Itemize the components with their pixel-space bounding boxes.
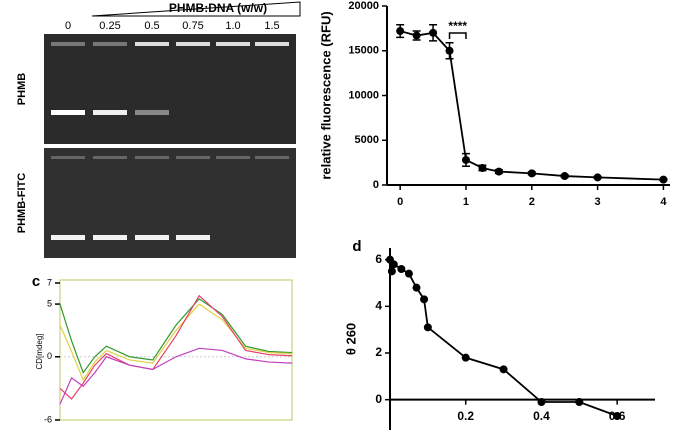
panel-label: d [352, 238, 361, 255]
y-tick-label: 5000 [355, 134, 379, 146]
y-tick-label: 15000 [348, 45, 379, 57]
x-tick-label: 1 [463, 196, 469, 208]
gel-header: PHMB:DNA (w/w) [169, 1, 267, 15]
gradient-wedge [91, 1, 301, 17]
annotation: **** [448, 19, 467, 33]
y-axis-label: CD[mdeg] [35, 333, 44, 369]
data-point [575, 398, 584, 406]
data-point [404, 269, 413, 278]
band [176, 235, 210, 240]
x-tick-label: 2 [529, 196, 535, 208]
band [93, 235, 127, 240]
y-tick-label: 5 [47, 298, 52, 308]
gel-row-label: PHMB [16, 73, 28, 105]
data-point [659, 175, 668, 184]
data-point [423, 323, 432, 332]
plot-frame [59, 279, 293, 421]
data-point [429, 28, 438, 37]
panel-label: c [32, 273, 40, 290]
well [93, 156, 127, 159]
well [51, 156, 85, 159]
series-line [59, 347, 293, 405]
x-tick-label: 0 [397, 196, 403, 208]
band [135, 235, 169, 240]
lane-label: 0 [65, 20, 71, 32]
x-tick-label: 4 [660, 196, 667, 208]
y-tick-label: 10000 [348, 89, 379, 101]
well [93, 42, 127, 46]
data-point [560, 172, 569, 181]
data-point [494, 167, 503, 176]
y-tick-label: 6 [375, 252, 382, 266]
significance-bracket [448, 32, 467, 40]
series-line [59, 303, 293, 382]
x-tick-label: 0.2 [457, 409, 474, 423]
well [216, 156, 250, 159]
well [51, 42, 85, 46]
well [216, 42, 250, 46]
data-point [537, 398, 546, 406]
well [176, 42, 210, 46]
band [93, 110, 127, 115]
data-point [412, 283, 421, 292]
band [51, 110, 85, 115]
y-tick-label: 4 [375, 299, 382, 313]
well [176, 156, 210, 159]
y-axis-label: relative fluorescence (RFU) [318, 11, 333, 179]
gel-top [44, 34, 296, 144]
series-line [399, 30, 664, 181]
well [255, 42, 289, 46]
series-line [389, 259, 618, 417]
data-point [461, 353, 470, 362]
well [135, 156, 169, 159]
y-tick-label: 0 [47, 351, 52, 361]
y-tick-label: 2 [375, 345, 382, 359]
data-point [613, 412, 622, 420]
y-tick-label: -6 [44, 414, 52, 424]
data-point [499, 365, 508, 374]
data-point [461, 155, 470, 164]
series-line [59, 294, 293, 400]
well [135, 42, 169, 46]
data-point [389, 260, 398, 269]
well [255, 156, 289, 159]
data-point [527, 169, 536, 178]
lane-label: 0.25 [99, 20, 120, 32]
lane-label: 1.0 [225, 20, 240, 32]
y-tick-label: 20000 [348, 0, 379, 12]
data-point [397, 265, 406, 273]
data-point [478, 163, 487, 172]
data-point [420, 295, 429, 304]
band [51, 235, 85, 240]
series-line [59, 298, 293, 374]
band [135, 110, 169, 115]
data-point [396, 27, 405, 36]
data-point [387, 267, 396, 276]
lane-label: 0.75 [182, 20, 203, 32]
lane-label: 1.5 [264, 20, 279, 32]
gel-bands [51, 42, 289, 240]
gel-bottom [44, 148, 296, 258]
data-point [445, 46, 454, 55]
data-point [412, 31, 421, 40]
x-tick-label: 3 [595, 196, 601, 208]
y-tick-label: 7 [47, 277, 52, 287]
lane-label: 0.5 [144, 20, 159, 32]
data-point [593, 173, 602, 182]
x-tick-label: 0.4 [533, 409, 550, 423]
gel-row-label: PHMB-FITC [16, 173, 28, 234]
y-tick-label: 0 [375, 392, 382, 406]
y-tick-label: 0 [373, 179, 379, 191]
y-axis-label: θ 260 [343, 323, 358, 355]
